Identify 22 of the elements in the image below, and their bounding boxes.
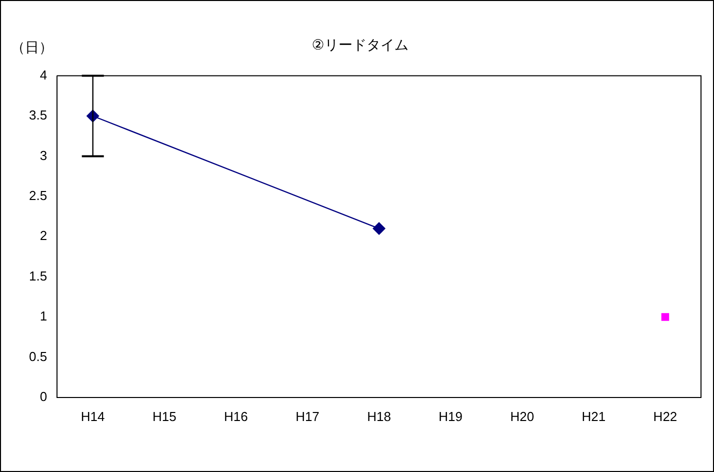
y-tick-label: 4	[40, 67, 48, 82]
y-axis-title: （日）	[11, 38, 53, 55]
x-tick-label: H22	[653, 408, 678, 424]
x-tick-label: H15	[152, 408, 176, 424]
x-tick-label: H21	[582, 408, 606, 424]
y-tick-label: 1.5	[28, 268, 48, 284]
y-tick-label: 3.5	[28, 108, 48, 123]
y-tick-label: 0	[40, 388, 48, 404]
x-tick-label: H20	[510, 408, 534, 424]
y-tick-label: 2.5	[28, 188, 48, 203]
y-tick-label: 3	[40, 148, 48, 163]
y-tick-label: 1	[40, 308, 48, 324]
x-tick-label: H18	[367, 408, 391, 424]
y-tick-label: 0.5	[28, 348, 48, 364]
x-tick-label: H19	[438, 408, 463, 424]
x-tick-label: H17	[296, 408, 320, 424]
chart-title: ②リードタイム	[312, 36, 408, 52]
x-tick-label: H14	[80, 408, 105, 424]
point	[372, 222, 386, 236]
point	[661, 313, 670, 321]
x-tick-label: H16	[224, 408, 248, 424]
y-tick-label: 2	[40, 228, 48, 244]
